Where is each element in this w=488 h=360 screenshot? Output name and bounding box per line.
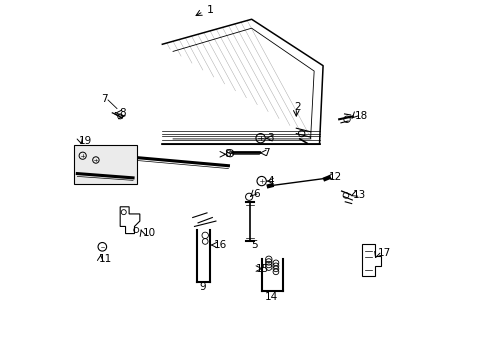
Text: 17: 17	[377, 248, 390, 258]
Text: 16: 16	[214, 240, 227, 250]
Text: 1: 1	[206, 5, 214, 15]
Text: 20: 20	[99, 153, 112, 162]
Text: 12: 12	[328, 172, 341, 182]
Text: 6: 6	[253, 189, 260, 199]
Text: 3: 3	[266, 133, 273, 143]
Text: 18: 18	[354, 111, 367, 121]
Text: 15: 15	[255, 264, 268, 274]
Text: 21: 21	[74, 150, 87, 160]
Text: 7: 7	[101, 94, 107, 104]
Text: 11: 11	[99, 253, 112, 264]
Text: 8: 8	[224, 149, 231, 159]
Text: 2: 2	[294, 102, 301, 112]
FancyBboxPatch shape	[74, 145, 137, 184]
Text: 19: 19	[79, 136, 92, 146]
Text: 7: 7	[263, 148, 269, 158]
Text: 10: 10	[142, 228, 156, 238]
Text: 5: 5	[251, 240, 258, 250]
Text: 14: 14	[264, 292, 278, 302]
Text: 13: 13	[352, 190, 366, 200]
Text: 4: 4	[267, 176, 274, 186]
Text: 9: 9	[199, 282, 206, 292]
Text: 8: 8	[119, 108, 125, 118]
